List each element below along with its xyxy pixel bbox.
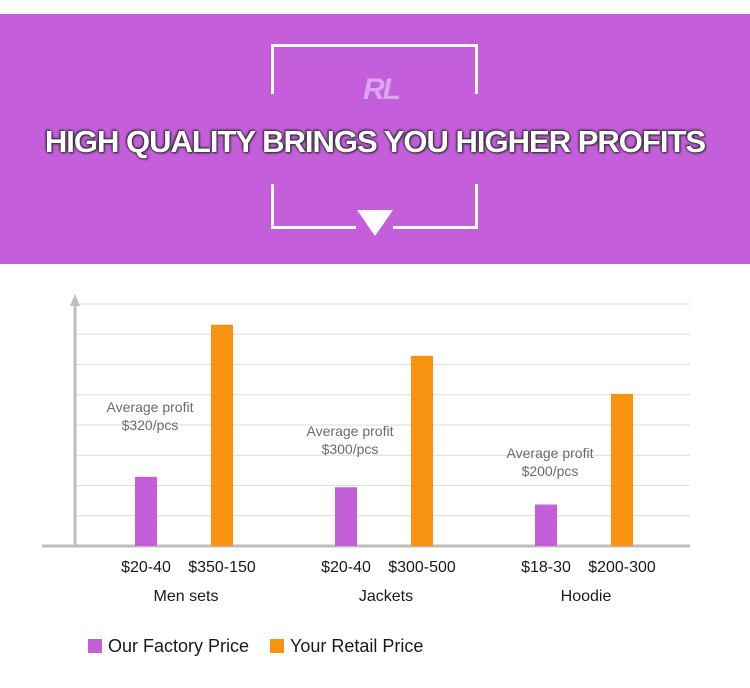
frame-bottom-right-vertical (475, 184, 478, 229)
down-arrow-icon (357, 210, 393, 236)
frame-bottom-left-vertical (271, 184, 274, 229)
price-range-label: $350-150 (188, 559, 256, 576)
group-label: Jackets (359, 588, 413, 605)
legend-factory-price: Our Factory Price (88, 634, 249, 658)
bar-retail-price (411, 355, 433, 546)
profit-annotation: Average profit (107, 399, 194, 415)
legend-label-retail: Your Retail Price (290, 635, 424, 656)
price-range-label: $20-40 (121, 559, 171, 576)
profit-annotation: Average profit (507, 445, 594, 461)
price-range-label: $200-300 (588, 559, 656, 576)
bar-retail-price (211, 324, 233, 546)
frame-bottom-right-line (393, 226, 478, 229)
y-axis-arrow-icon (70, 294, 80, 306)
group-label: Hoodie (561, 588, 612, 605)
profit-annotation: $320/pcs (122, 417, 179, 433)
bar-retail-price (611, 393, 633, 546)
brand-logo: RL (363, 73, 401, 106)
legend-retail-price: Your Retail Price (270, 634, 423, 658)
profit-annotation: Average profit (307, 423, 394, 439)
bar-factory-price (335, 487, 357, 546)
frame-bottom-left-line (271, 226, 356, 229)
legend-swatch-retail (270, 639, 284, 653)
frame-top-left-vertical (271, 44, 274, 94)
group-label: Men sets (154, 588, 219, 605)
header-banner: RL HIGH QUALITY BRINGS YOU HIGHER PROFIT… (0, 14, 750, 264)
bar-factory-price (535, 504, 557, 546)
frame-top-right-vertical (475, 44, 478, 94)
legend-swatch-factory (88, 639, 102, 653)
profit-annotation: $200/pcs (522, 463, 579, 479)
price-range-label: $20-40 (321, 559, 371, 576)
frame-top-line (271, 44, 478, 47)
profit-annotation: $300/pcs (322, 441, 379, 457)
price-comparison-chart: $20-40 $350-150 Men sets Average profit $320… (42, 294, 690, 605)
legend-label-factory: Our Factory Price (108, 635, 250, 656)
price-range-label: $300-500 (388, 559, 456, 576)
banner-headline: HIGH QUALITY BRINGS YOU HIGHER PROFITS (44, 124, 706, 159)
bar-factory-price (135, 476, 157, 546)
price-range-label: $18-30 (521, 559, 571, 576)
